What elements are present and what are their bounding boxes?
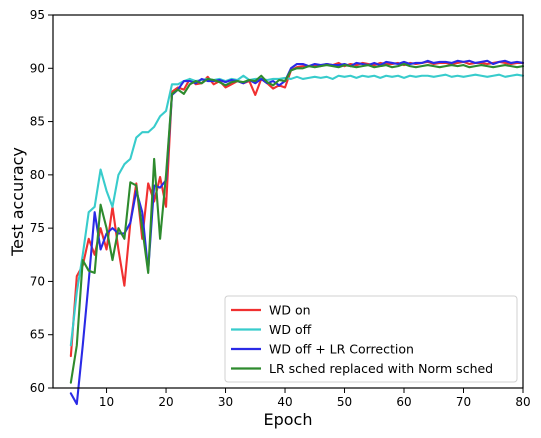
y-tick-label: 95 bbox=[30, 8, 45, 22]
y-tick-label: 65 bbox=[30, 328, 45, 342]
y-tick-label: 70 bbox=[30, 274, 45, 288]
ticks-layer: 10 20 30 40 50 60 70 80 60 65 70 75 80 85 90 95 bbox=[30, 8, 531, 409]
legend: WD on WD off WD off + LR Correction LR sche… bbox=[224, 295, 518, 383]
y-tick-label: 75 bbox=[30, 221, 45, 235]
legend-label-lr-sched-replaced-with-norm-sched: LR sched replaced with Norm sched bbox=[269, 361, 493, 376]
x-tick-label: 50 bbox=[337, 395, 352, 409]
x-tick-label: 30 bbox=[218, 395, 233, 409]
x-tick-label: 40 bbox=[277, 395, 292, 409]
series-line-wd-off bbox=[69, 73, 525, 347]
x-tick-label: 20 bbox=[158, 395, 173, 409]
y-tick-label: 80 bbox=[30, 168, 45, 182]
plot-frame bbox=[52, 14, 524, 389]
series-line-lr-sched-replaced-with-norm-sched bbox=[69, 62, 525, 384]
x-tick-label: 70 bbox=[456, 395, 471, 409]
y-tick-label: 90 bbox=[30, 61, 45, 75]
x-tick-label: 60 bbox=[396, 395, 411, 409]
y-tick-label: 85 bbox=[30, 115, 45, 129]
legend-box bbox=[224, 295, 518, 383]
y-tick-label: 60 bbox=[30, 381, 45, 395]
x-axis-label: Epoch bbox=[264, 410, 313, 429]
x-tick-label: 10 bbox=[99, 395, 114, 409]
series-layer bbox=[69, 59, 525, 406]
legend-label-wd-off: WD off bbox=[269, 322, 312, 337]
legend-label-wd-on: WD on bbox=[269, 303, 311, 318]
legend-label-wd-off-lr-correction: WD off + LR Correction bbox=[269, 342, 414, 357]
x-tick-label: 80 bbox=[515, 395, 530, 409]
y-axis-label: Test accuracy bbox=[8, 147, 27, 257]
